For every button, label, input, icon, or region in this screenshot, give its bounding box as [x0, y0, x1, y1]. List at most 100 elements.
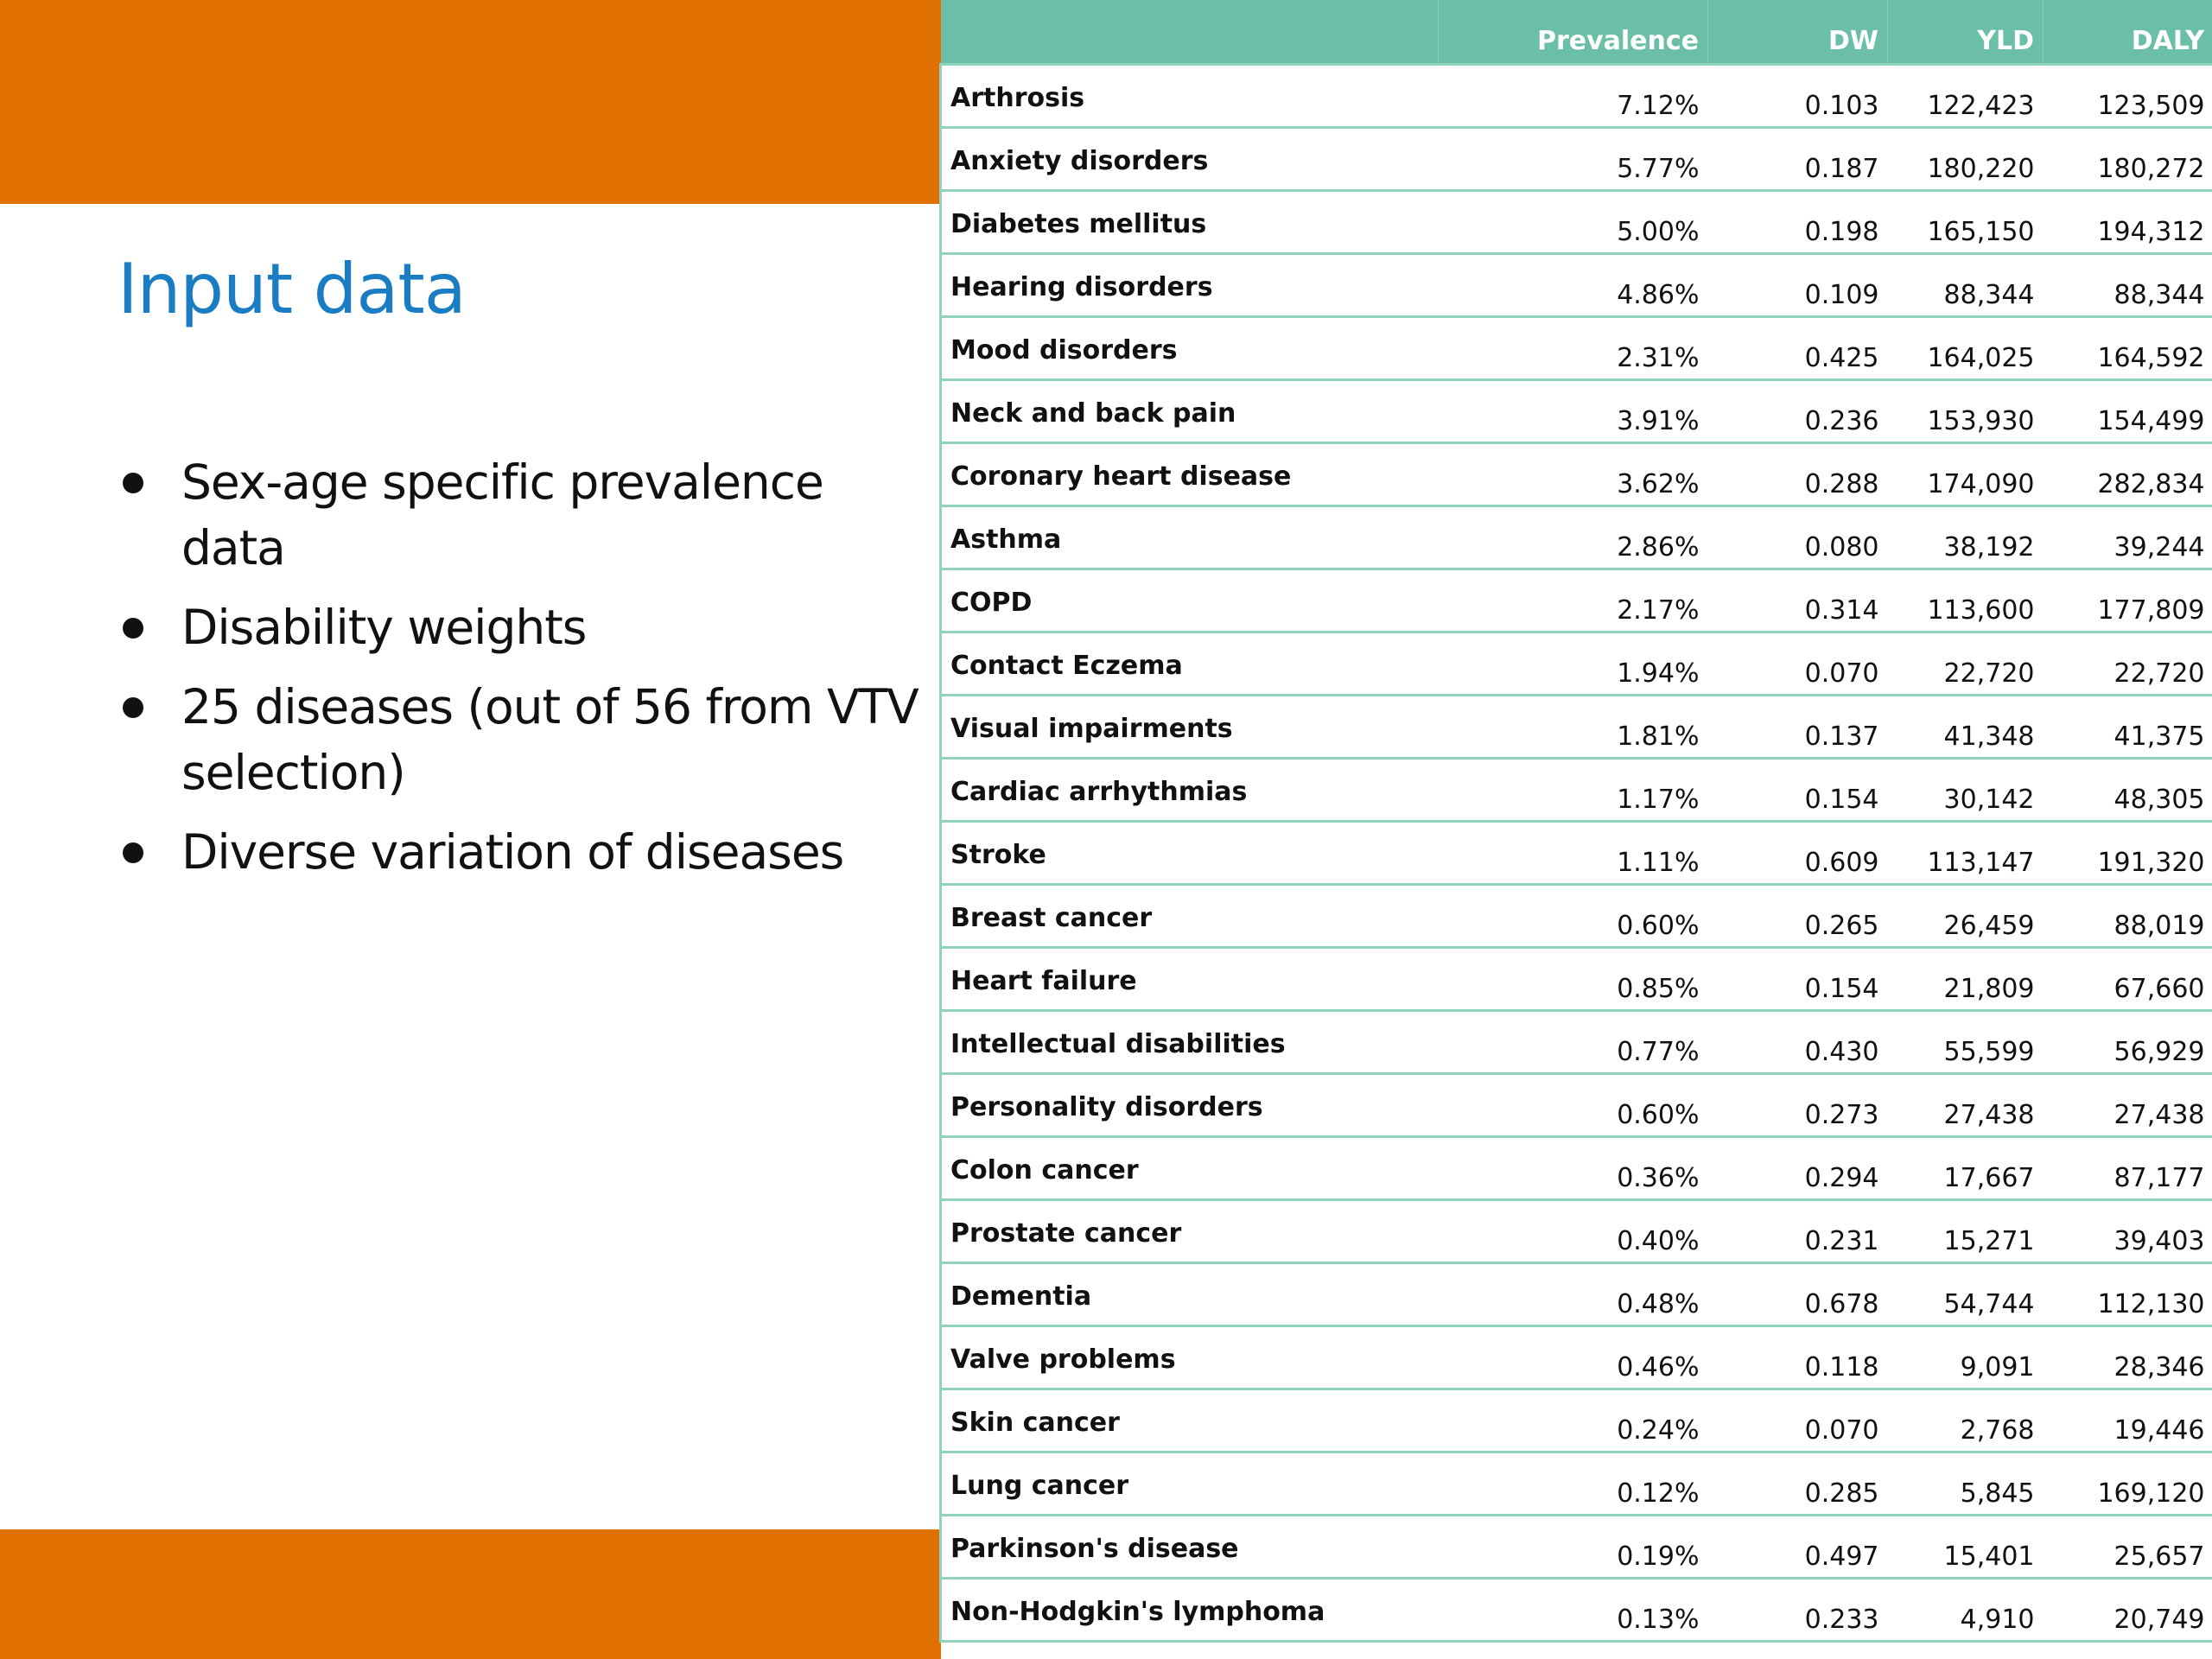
- table-row: Skin cancer 0.24% 0.070 2,768 19,446: [939, 1389, 2212, 1453]
- cell-yld: 41,348: [1887, 695, 2044, 760]
- table-row: Anxiety disorders 5.77% 0.187 180,220 180,27…: [939, 127, 2212, 192]
- table-row: Visual impairments 1.81% 0.137 41,348 41,375: [939, 695, 2212, 760]
- table-row: Lung cancer 0.12% 0.285 5,845 169,120: [939, 1452, 2212, 1516]
- cell-prevalence: 5.00%: [1438, 190, 1708, 255]
- cell-disease: Parkinson's disease: [939, 1515, 1439, 1580]
- cell-prevalence: 5.77%: [1438, 127, 1708, 192]
- cell-prevalence: 0.48%: [1438, 1262, 1708, 1327]
- cell-disease: Colon cancer: [939, 1136, 1439, 1201]
- cell-disease: Breast cancer: [939, 884, 1439, 949]
- cell-disease: Hearing disorders: [939, 253, 1439, 318]
- cell-yld: 113,600: [1887, 569, 2044, 633]
- cell-dw: 0.609: [1707, 821, 1888, 886]
- cell-dw: 0.285: [1707, 1452, 1888, 1516]
- cell-yld: 17,667: [1887, 1136, 2044, 1201]
- cell-prevalence: 0.24%: [1438, 1389, 1708, 1453]
- bullet-dot-icon: [123, 697, 143, 718]
- column-header-disease: [940, 0, 1439, 64]
- column-header-prevalence: Prevalence: [1438, 0, 1708, 64]
- table-row: Asthma 2.86% 0.080 38,192 39,244: [939, 505, 2212, 570]
- cell-yld: 27,438: [1887, 1073, 2044, 1138]
- cell-yld: 15,401: [1887, 1515, 2044, 1580]
- cell-dw: 0.109: [1707, 253, 1888, 318]
- cell-daly: 191,320: [2043, 821, 2212, 886]
- cell-daly: 169,120: [2043, 1452, 2212, 1516]
- table-row: Contact Eczema 1.94% 0.070 22,720 22,720: [939, 632, 2212, 696]
- cell-daly: 194,312: [2043, 190, 2212, 255]
- cell-prevalence: 4.86%: [1438, 253, 1708, 318]
- cell-yld: 165,150: [1887, 190, 2044, 255]
- cell-yld: 2,768: [1887, 1389, 2044, 1453]
- cell-disease: Intellectual disabilities: [939, 1010, 1439, 1075]
- cell-yld: 153,930: [1887, 379, 2044, 444]
- cell-disease: Visual impairments: [939, 695, 1439, 760]
- cell-disease: Diabetes mellitus: [939, 190, 1439, 255]
- cell-disease: Lung cancer: [939, 1452, 1439, 1516]
- cell-yld: 26,459: [1887, 884, 2044, 949]
- cell-dw: 0.236: [1707, 379, 1888, 444]
- cell-daly: 123,509: [2043, 62, 2212, 129]
- cell-yld: 54,744: [1887, 1262, 2044, 1327]
- cell-daly: 88,019: [2043, 884, 2212, 949]
- cell-yld: 15,271: [1887, 1199, 2044, 1264]
- cell-dw: 0.154: [1707, 947, 1888, 1012]
- cell-daly: 48,305: [2043, 758, 2212, 823]
- table-row: Personality disorders 0.60% 0.273 27,438 27,…: [939, 1073, 2212, 1138]
- bullet-text: 25 diseases (out of 56 from VTV selectio…: [181, 679, 919, 800]
- cell-disease: Cardiac arrhythmias: [939, 758, 1439, 823]
- bullet-item: Sex-age specific prevalence data: [118, 449, 921, 581]
- bottom-accent-bar: [0, 1529, 941, 1659]
- cell-disease: Dementia: [939, 1262, 1439, 1327]
- table-row: Valve problems 0.46% 0.118 9,091 28,346: [939, 1325, 2212, 1390]
- bullet-text: Sex-age specific prevalence data: [181, 454, 824, 575]
- cell-daly: 20,749: [2043, 1578, 2212, 1643]
- table-row: Arthrosis 7.12% 0.103 122,423 123,509: [939, 62, 2212, 129]
- cell-daly: 27,438: [2043, 1073, 2212, 1138]
- cell-daly: 22,720: [2043, 632, 2212, 696]
- cell-daly: 39,403: [2043, 1199, 2212, 1264]
- cell-prevalence: 3.91%: [1438, 379, 1708, 444]
- cell-disease: Valve problems: [939, 1325, 1439, 1390]
- cell-daly: 25,657: [2043, 1515, 2212, 1580]
- table-row: Neck and back pain 3.91% 0.236 153,930 154,4…: [939, 379, 2212, 444]
- bullet-dot-icon: [123, 618, 143, 639]
- cell-dw: 0.497: [1707, 1515, 1888, 1580]
- table-row: Stroke 1.11% 0.609 113,147 191,320: [939, 821, 2212, 886]
- bullet-item: 25 diseases (out of 56 from VTV selectio…: [118, 674, 921, 805]
- cell-daly: 56,929: [2043, 1010, 2212, 1075]
- cell-prevalence: 0.19%: [1438, 1515, 1708, 1580]
- cell-disease: Anxiety disorders: [939, 127, 1439, 192]
- cell-yld: 113,147: [1887, 821, 2044, 886]
- cell-daly: 88,344: [2043, 253, 2212, 318]
- cell-dw: 0.070: [1707, 632, 1888, 696]
- cell-prevalence: 0.60%: [1438, 884, 1708, 949]
- table-row: Hearing disorders 4.86% 0.109 88,344 88,344: [939, 253, 2212, 318]
- cell-daly: 19,446: [2043, 1389, 2212, 1453]
- top-accent-bar: [0, 0, 941, 204]
- cell-yld: 122,423: [1887, 62, 2044, 129]
- table-row: Prostate cancer 0.40% 0.231 15,271 39,403: [939, 1199, 2212, 1264]
- cell-dw: 0.288: [1707, 442, 1888, 507]
- cell-yld: 164,025: [1887, 316, 2044, 381]
- cell-dw: 0.103: [1707, 62, 1888, 129]
- cell-dw: 0.678: [1707, 1262, 1888, 1327]
- cell-dw: 0.080: [1707, 505, 1888, 570]
- column-header-dw: DW: [1707, 0, 1888, 64]
- bullet-list: Sex-age specific prevalence data Disabil…: [118, 449, 921, 899]
- cell-daly: 177,809: [2043, 569, 2212, 633]
- cell-daly: 164,592: [2043, 316, 2212, 381]
- bullet-text: Disability weights: [181, 600, 587, 655]
- cell-yld: 9,091: [1887, 1325, 2044, 1390]
- bullet-dot-icon: [123, 842, 143, 863]
- cell-daly: 67,660: [2043, 947, 2212, 1012]
- cell-prevalence: 0.36%: [1438, 1136, 1708, 1201]
- table-row: Non-Hodgkin's lymphoma 0.13% 0.233 4,910 20,…: [939, 1578, 2212, 1643]
- cell-yld: 22,720: [1887, 632, 2044, 696]
- cell-dw: 0.294: [1707, 1136, 1888, 1201]
- cell-prevalence: 7.12%: [1438, 62, 1708, 129]
- cell-daly: 180,272: [2043, 127, 2212, 192]
- cell-daly: 28,346: [2043, 1325, 2212, 1390]
- cell-prevalence: 2.31%: [1438, 316, 1708, 381]
- cell-prevalence: 1.17%: [1438, 758, 1708, 823]
- cell-prevalence: 0.77%: [1438, 1010, 1708, 1075]
